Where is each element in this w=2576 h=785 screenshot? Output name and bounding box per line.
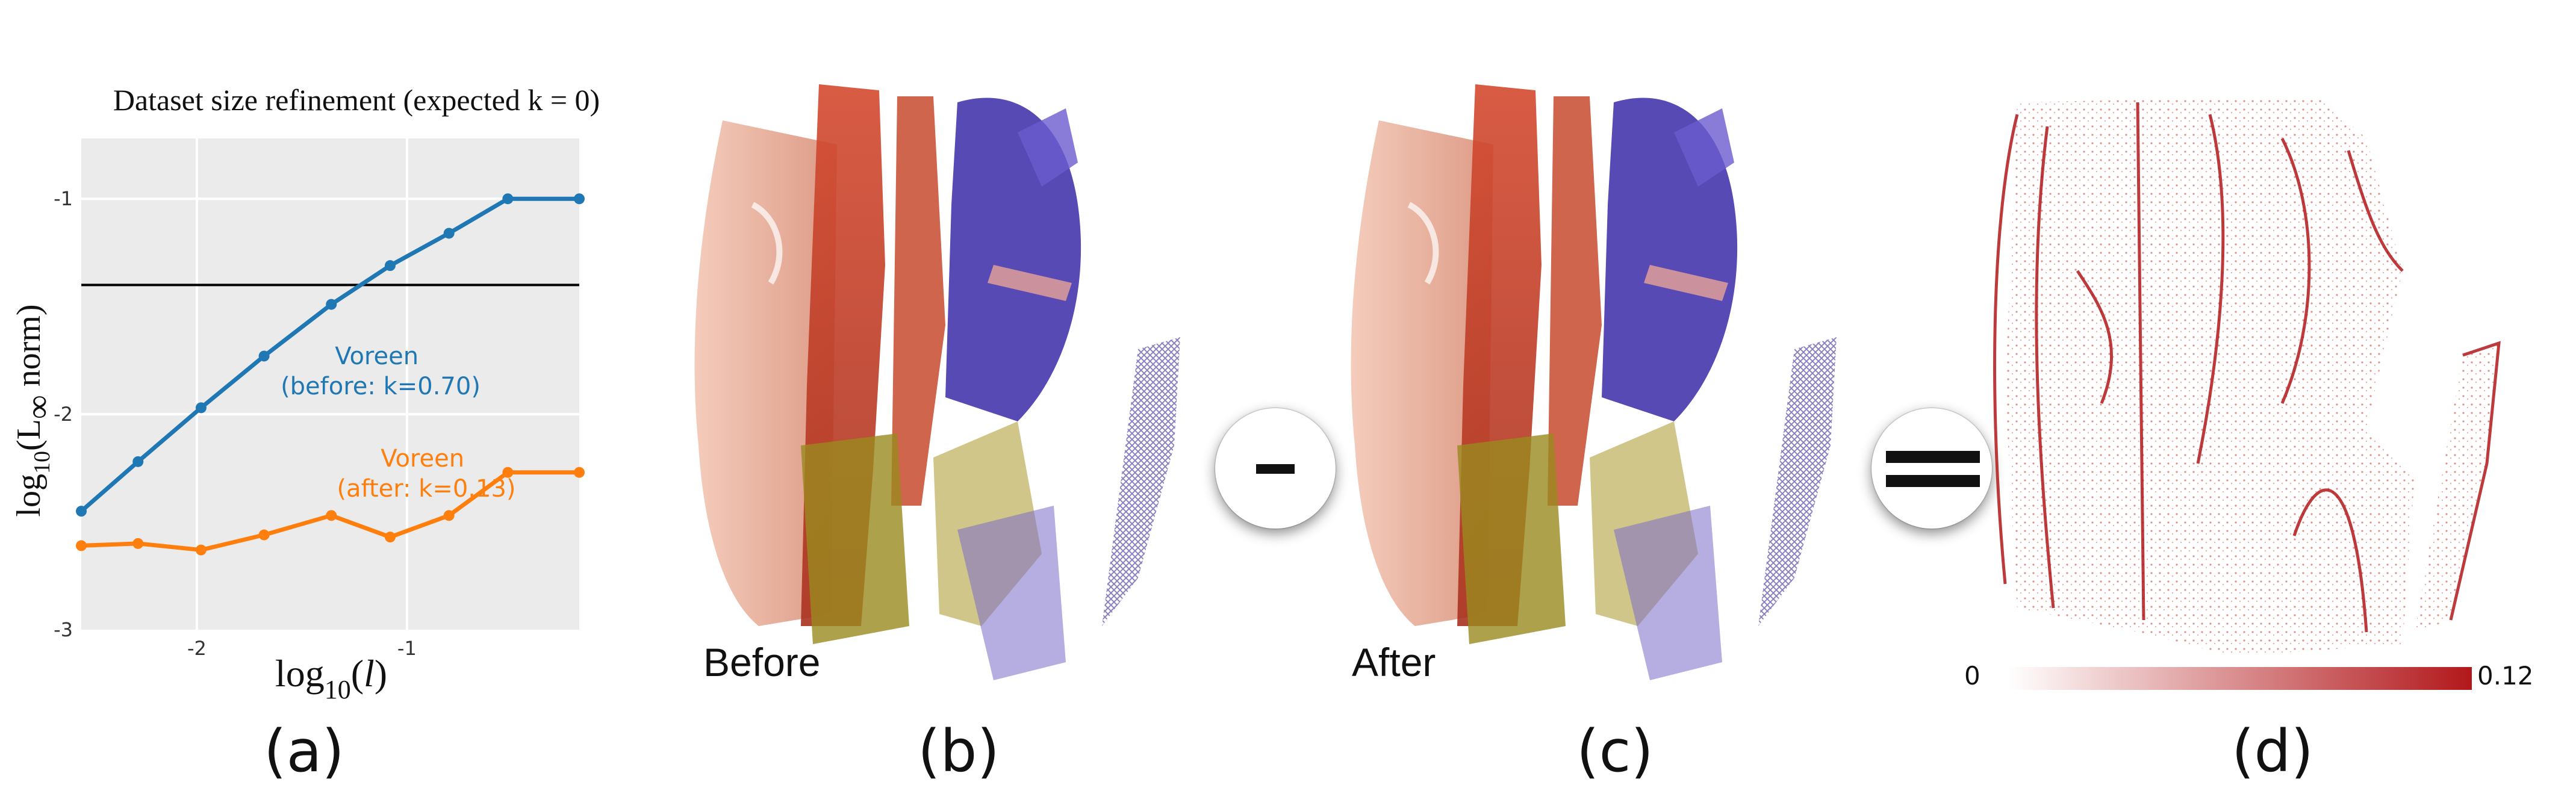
data-point-after bbox=[326, 510, 337, 521]
series-layer bbox=[76, 193, 585, 556]
before-caption: Before bbox=[703, 640, 821, 684]
minus-sign bbox=[1256, 464, 1295, 474]
panel-label-d: (d) bbox=[2232, 718, 2313, 785]
y-tick-label: -2 bbox=[54, 403, 73, 426]
series-after-annotation: Voreen (after: k=0.13) bbox=[337, 445, 515, 503]
chart-title: Dataset size refinement (expected k = 0) bbox=[113, 83, 600, 117]
series-before-k: (before: k=0.70) bbox=[281, 373, 481, 400]
colorbar-min-label: 0 bbox=[1964, 661, 1980, 690]
colorbar bbox=[2008, 667, 2472, 690]
series-before-annotation: Voreen (before: k=0.70) bbox=[281, 343, 481, 400]
series-after-name: Voreen bbox=[381, 445, 464, 473]
difference-map bbox=[1993, 96, 2501, 656]
x-axis-label: log10(l) bbox=[275, 652, 387, 704]
data-point-before bbox=[326, 299, 337, 310]
panel-label-c: (c) bbox=[1576, 718, 1654, 785]
y-tick-label: -3 bbox=[54, 618, 73, 641]
data-point-after bbox=[502, 467, 514, 478]
data-point-after bbox=[384, 532, 396, 543]
x-tick-label: -1 bbox=[397, 637, 417, 660]
after-caption: After bbox=[1352, 640, 1436, 684]
data-point-after bbox=[132, 538, 144, 549]
series-before-name: Voreen bbox=[335, 343, 418, 370]
y-axis-label: log10(L∞ norm) bbox=[10, 304, 57, 517]
volume-render-after bbox=[1351, 84, 1837, 680]
equals-operator bbox=[1871, 408, 1992, 529]
volume-render-before bbox=[694, 84, 1180, 680]
tick-labels: -2 -1 -3 -2 -1 bbox=[54, 187, 417, 660]
data-point-after bbox=[443, 510, 455, 521]
y-tick-label: -1 bbox=[54, 187, 73, 210]
data-point-before bbox=[384, 260, 396, 271]
data-point-before bbox=[574, 193, 585, 205]
x-tick-label: -2 bbox=[187, 637, 207, 660]
data-point-before bbox=[443, 228, 455, 239]
data-point-before bbox=[195, 402, 207, 414]
panel-label-a: (a) bbox=[264, 718, 344, 785]
colorbar-max-label: 0.12 bbox=[2477, 661, 2534, 690]
series-after-k: (after: k=0.13) bbox=[337, 475, 515, 503]
panel-label-b: (b) bbox=[918, 718, 1000, 785]
data-point-before bbox=[76, 506, 87, 517]
data-point-before bbox=[258, 350, 270, 362]
data-point-after bbox=[574, 467, 585, 478]
equals-sign-bottom bbox=[1886, 475, 1980, 487]
data-point-before bbox=[502, 193, 514, 205]
data-point-before bbox=[132, 456, 144, 467]
data-point-after bbox=[195, 544, 207, 556]
equals-sign-top bbox=[1886, 451, 1980, 463]
data-point-after bbox=[258, 529, 270, 541]
chart-svg: Dataset size refinement (expected k = 0)… bbox=[10, 83, 600, 704]
data-point-after bbox=[76, 540, 87, 551]
